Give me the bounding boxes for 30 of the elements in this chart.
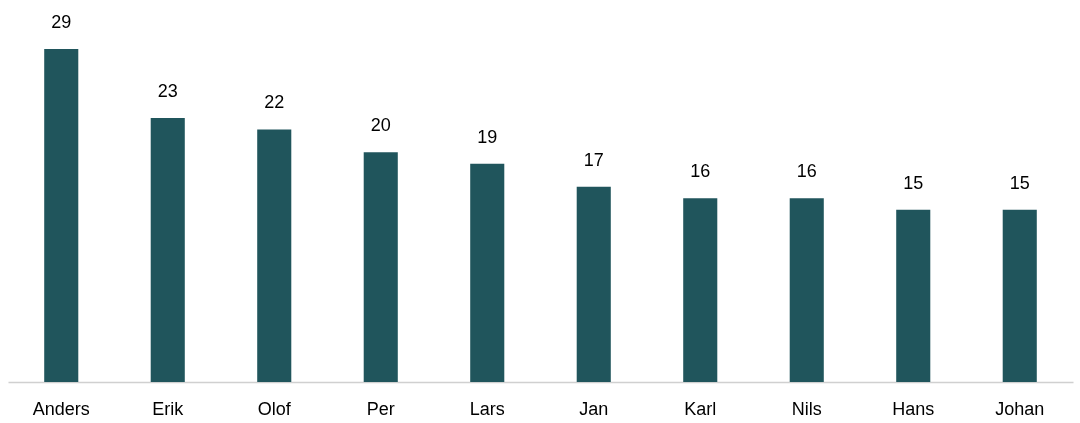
x-tick-label: Hans	[892, 398, 935, 419]
bar	[789, 198, 824, 382]
x-tick-label: Johan	[995, 398, 1045, 419]
x-tick-label: Anders	[32, 398, 90, 419]
data-label: 20	[370, 115, 391, 136]
bar	[896, 209, 931, 382]
x-tick-label: Karl	[684, 398, 717, 419]
data-label: 29	[51, 12, 72, 32]
x-tick-label: Jan	[579, 398, 609, 419]
bar	[44, 49, 79, 382]
x-tick-label: Per	[366, 398, 395, 419]
data-label: 22	[264, 92, 285, 113]
bar	[363, 152, 398, 382]
bar	[150, 117, 185, 382]
data-label: 15	[903, 172, 924, 193]
data-label: 16	[796, 161, 817, 182]
bar	[1002, 209, 1037, 382]
bar	[576, 186, 611, 382]
data-label: 15	[1009, 172, 1030, 193]
x-tick-label: Lars	[469, 398, 505, 419]
x-tick-label: Erik	[152, 398, 185, 419]
x-tick-label: Olof	[257, 398, 292, 419]
data-label: 19	[477, 126, 498, 147]
data-label: 16	[690, 161, 711, 182]
data-label: 17	[583, 149, 604, 170]
bar	[257, 129, 292, 382]
bar	[470, 163, 505, 382]
x-tick-label: Nils	[791, 398, 822, 419]
bar	[683, 198, 718, 382]
data-label: 23	[157, 80, 178, 101]
